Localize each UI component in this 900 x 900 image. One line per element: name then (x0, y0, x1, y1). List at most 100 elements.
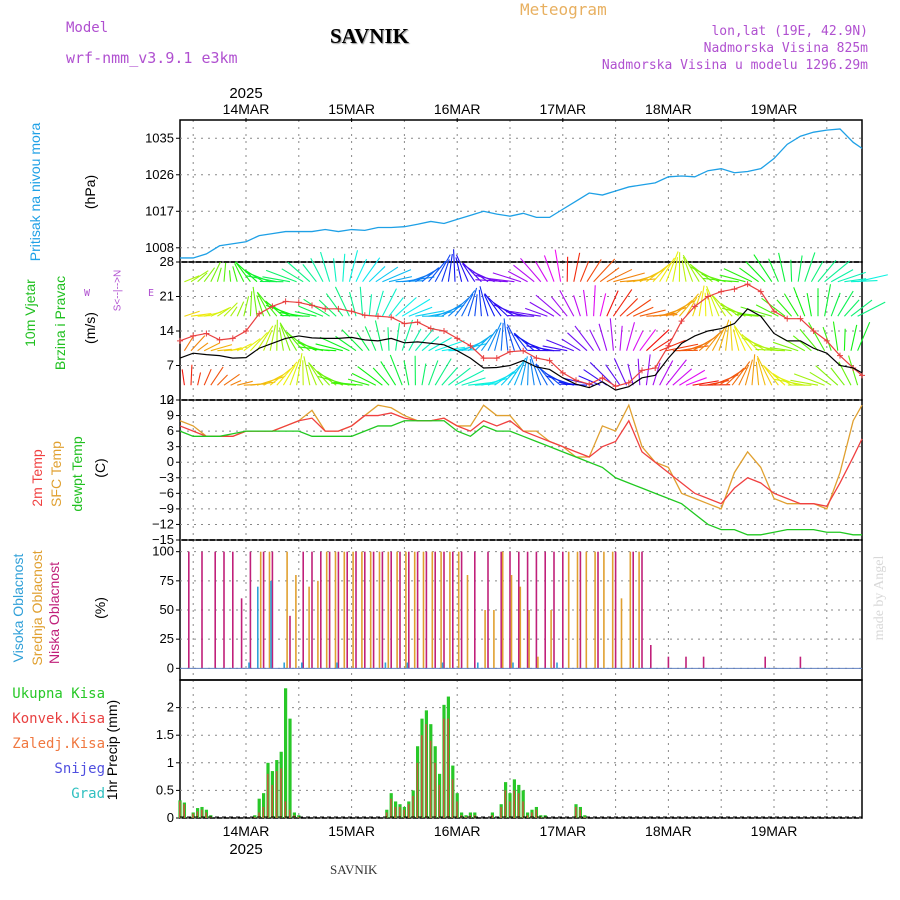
wind-barb (719, 274, 746, 283)
wind-barb (589, 329, 601, 351)
wind-barb (627, 363, 634, 386)
wind-barb (525, 307, 548, 317)
precip-conv-bar (284, 801, 287, 818)
precip-conv-bar (491, 815, 493, 818)
wind-gust-marker (573, 377, 579, 384)
wind-barb (830, 269, 854, 283)
wind-barb (364, 326, 377, 351)
wind-barb (626, 299, 652, 317)
wind-barb (804, 252, 816, 282)
wind-barb (315, 343, 343, 352)
wind-barb (850, 299, 873, 317)
chart-kind-label: Meteogram (520, 0, 607, 19)
wind-barb (609, 318, 614, 351)
wind-gust-marker (256, 310, 263, 317)
precip-conv-bar (443, 718, 445, 818)
wind-barb (278, 327, 284, 351)
wind-barb (217, 348, 232, 352)
wind-gust-marker (243, 328, 249, 334)
wind-barb (815, 365, 839, 386)
wind-barb (252, 286, 258, 317)
wind-barb (679, 369, 706, 386)
wind-barb (520, 356, 528, 386)
wind-barb (308, 362, 324, 386)
wind-barb (830, 367, 845, 386)
precip-conv-bar (421, 735, 423, 818)
wind-barb (513, 332, 535, 352)
wind-barb (554, 249, 562, 282)
wind-barb (762, 364, 779, 386)
wind-barb (718, 319, 730, 351)
wind-gust-marker (691, 303, 698, 310)
wind-barb (357, 366, 383, 386)
wind-compass-w: W (84, 288, 91, 299)
wind-barb (296, 353, 303, 386)
wind-barb (475, 279, 508, 283)
wind-barb (529, 301, 555, 317)
wind-barb (857, 274, 888, 283)
wind-barb (778, 252, 786, 282)
altitude-label: Nadmorska Visina 825m (703, 41, 868, 56)
wind-barb (190, 335, 206, 352)
wind-gust-marker (177, 337, 183, 344)
wind-gust-marker (771, 308, 777, 315)
precip-conv-bar (509, 801, 511, 818)
wind-barb (217, 307, 230, 317)
y-tick-label-0: 1035 (145, 130, 174, 145)
wind-barb (772, 341, 799, 352)
pressure-line (180, 128, 863, 259)
wind-barb (551, 296, 568, 317)
wind-barb (510, 310, 541, 317)
wind-barb (808, 322, 826, 351)
wind-barb (467, 287, 478, 317)
wind-gust-marker (559, 369, 566, 376)
wind-barb (527, 363, 529, 386)
wind-barb (372, 367, 390, 386)
wind-barb (706, 285, 720, 317)
wind-barb (474, 335, 492, 352)
precip-conv-bar (183, 804, 185, 818)
precip-conv-bar (275, 771, 278, 818)
wind-gust-marker (520, 347, 527, 354)
precip-conv-bar (456, 801, 458, 818)
wind-barb (312, 348, 337, 352)
wind-barb (567, 332, 588, 352)
wind-barb (249, 332, 268, 352)
wind-barb (415, 310, 445, 317)
wind-barb (542, 345, 568, 352)
date-label-top: 17MAR (539, 101, 586, 117)
wind-gust-marker (441, 328, 447, 334)
wind-compass-e: E (148, 288, 155, 299)
model-altitude-label: Nadmorska Visina u modelu 1296.29m (601, 58, 868, 73)
wind-barb (380, 361, 397, 386)
wind-barb (706, 288, 713, 317)
y-tick-label-2: −9 (159, 501, 174, 516)
wind-barb (461, 293, 474, 317)
precip-conv-bar (179, 801, 181, 818)
wind-barb (269, 324, 277, 351)
wind-barb (210, 344, 233, 352)
wind-speed-line (179, 308, 863, 391)
y-tick-label-1: 7 (167, 358, 174, 373)
y-tick-label-3: 50 (160, 602, 174, 617)
wind-gust-marker (348, 308, 355, 315)
date-label-bottom: 19MAR (751, 823, 798, 839)
precip-conv-bar (526, 815, 529, 818)
wind-gust-marker (322, 305, 329, 312)
y-tick-label-3: 75 (160, 573, 174, 588)
wind-barb (347, 378, 370, 386)
wind-barb (234, 263, 245, 282)
wind-barb (462, 263, 476, 283)
wind-barb (333, 381, 363, 386)
wind-barb (659, 339, 686, 352)
wind-barb (506, 324, 522, 351)
wind-barb (203, 267, 216, 283)
wind-barb (236, 301, 245, 317)
y-tick-label-3: 100 (152, 544, 174, 559)
footer-station: SAVNIK (330, 862, 378, 877)
wind-barb (494, 327, 502, 351)
date-label-bottom: 14MAR (223, 823, 270, 839)
wind-barb (507, 314, 535, 317)
wind-gust-marker (282, 298, 289, 305)
precip-conv-bar (583, 816, 586, 818)
